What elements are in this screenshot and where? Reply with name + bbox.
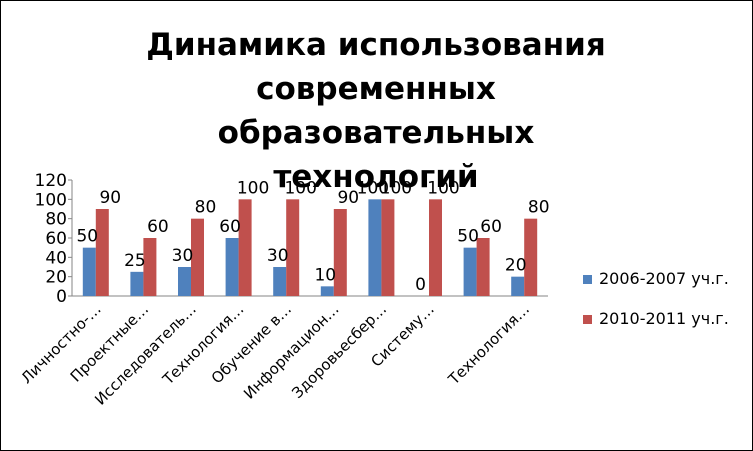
legend: 2006-2007 уч.г. 2010-2011 уч.г. xyxy=(583,269,729,328)
data-label: 60 xyxy=(480,217,502,237)
category-labels: Личностно-…Проектные…Исследователь…Техно… xyxy=(17,300,533,409)
bar-series2 xyxy=(381,199,395,296)
data-label: 10 xyxy=(314,265,336,285)
bar-series1 xyxy=(511,276,525,296)
bar-series1 xyxy=(225,238,239,296)
category-label: Технология… xyxy=(159,300,248,389)
bar-series1 xyxy=(178,267,191,296)
data-label: 100 xyxy=(357,178,389,198)
bar-series1 xyxy=(82,247,96,296)
bar-series1 xyxy=(273,267,287,296)
y-tick-label: 80 xyxy=(45,210,67,230)
legend-swatch xyxy=(583,275,592,284)
data-label: 30 xyxy=(172,246,194,266)
data-label: 25 xyxy=(124,251,146,271)
y-tick-label: 40 xyxy=(45,248,67,268)
chart-title-line-3: технологий xyxy=(273,159,479,195)
y-tick-label: 120 xyxy=(35,171,67,191)
data-label: 100 xyxy=(284,178,316,198)
bar-series2 xyxy=(143,238,157,296)
data-label: 100 xyxy=(427,178,459,198)
data-label: 100 xyxy=(380,178,412,198)
bar-series2 xyxy=(429,199,442,296)
bar-series2 xyxy=(476,238,490,296)
bar-series2 xyxy=(238,199,252,296)
data-label: 20 xyxy=(505,256,527,276)
legend-label: 2006-2007 уч.г. xyxy=(599,269,729,288)
y-tick-label: 20 xyxy=(45,268,67,288)
category-label: Технология… xyxy=(444,300,533,389)
data-label: 90 xyxy=(99,188,121,208)
bar-series2 xyxy=(333,209,347,296)
bar-series2 xyxy=(191,218,204,296)
bar-series2 xyxy=(95,209,109,296)
data-label: 50 xyxy=(76,227,98,247)
legend-swatch xyxy=(583,315,592,324)
legend-label: 2010-2011 уч.г. xyxy=(599,309,729,328)
bars xyxy=(82,199,538,296)
data-label: 60 xyxy=(147,217,169,237)
data-label: 100 xyxy=(237,178,269,198)
chart-title-line-1: Динамика использования xyxy=(146,27,606,63)
data-label: 30 xyxy=(267,246,289,266)
bar-series1 xyxy=(130,271,144,296)
bar-series1 xyxy=(463,247,477,296)
y-tick-label: 60 xyxy=(45,229,67,249)
y-tick-label: 100 xyxy=(35,190,67,210)
data-label: 60 xyxy=(219,217,241,237)
data-label: 0 xyxy=(415,275,426,295)
y-tick-label: 0 xyxy=(56,287,67,307)
data-label: 80 xyxy=(528,198,550,218)
bar-series2 xyxy=(524,218,538,296)
data-label: 90 xyxy=(337,188,359,208)
bar-series2 xyxy=(286,199,300,296)
chart-title: Динамика использования современных образ… xyxy=(111,23,641,199)
data-label: 80 xyxy=(195,198,217,218)
bar-series1 xyxy=(368,199,382,296)
category-label: Личностно-… xyxy=(17,300,104,387)
bar-series1 xyxy=(320,286,334,296)
data-label: 50 xyxy=(457,227,479,247)
chart-title-line-2: современных образовательных xyxy=(217,71,535,151)
